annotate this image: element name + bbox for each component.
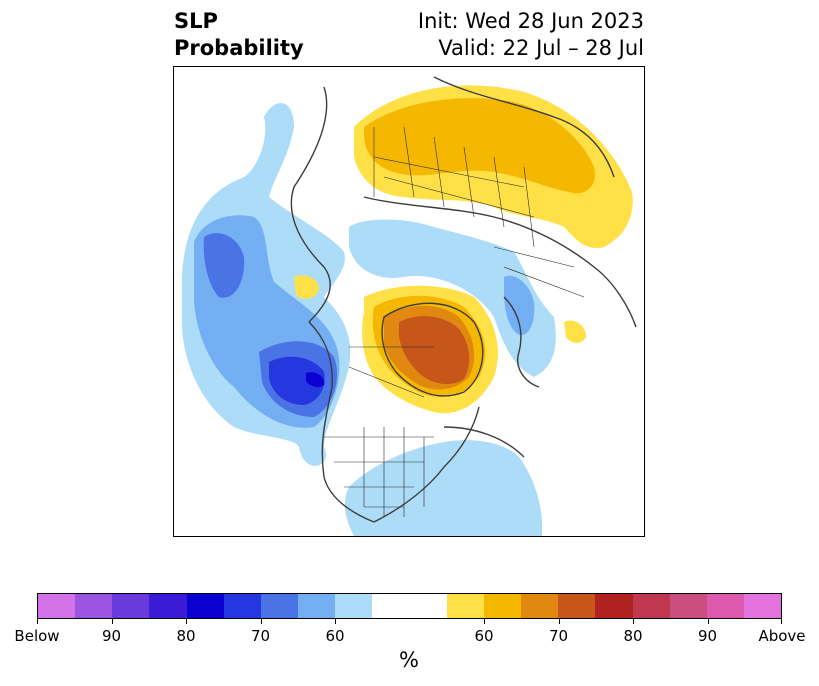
colorbar-swatch [260, 594, 299, 618]
colorbar-unit: % [399, 648, 419, 672]
title-right: Init: Wed 28 Jun 2023 Valid: 22 Jul – 28… [418, 8, 644, 62]
political-borders [324, 126, 585, 517]
colorbar-tick-label: 90 [101, 627, 122, 645]
valid-range: Valid: 22 Jul – 28 Jul [438, 36, 644, 60]
above-60-europe [564, 320, 586, 343]
colorbar-tick-label: 60 [474, 627, 494, 645]
colorbar-tick-label: 60 [325, 627, 345, 645]
colorbar-tick [260, 619, 262, 624]
colorbar-tick [111, 619, 113, 624]
colorbar-swatch [743, 594, 782, 618]
init-date: Init: Wed 28 Jun 2023 [417, 9, 644, 33]
colorbar-tick [707, 619, 709, 624]
colorbar-swatch [446, 594, 484, 618]
above-60-alaska-west [294, 275, 319, 299]
colorbar-tick [186, 619, 187, 624]
below-65-europe [504, 275, 535, 336]
colorbar-tick [335, 619, 336, 624]
colorbar-tick-label: 90 [697, 627, 718, 645]
below-60-atlantic [344, 440, 543, 536]
below-70-pacific-north [203, 233, 245, 298]
colorbar-swatch [298, 594, 336, 618]
above-65-siberia [364, 98, 595, 194]
colorbar [37, 593, 782, 619]
title-product: Probability [174, 36, 304, 60]
colorbar-swatch [149, 594, 187, 618]
colorbar-swatch [558, 594, 596, 618]
below-75-pacific [269, 356, 325, 405]
colorbar-tick [558, 619, 560, 624]
title-left: SLP Probability [174, 8, 304, 62]
colorbar-tick [37, 619, 38, 624]
colorbar-tick-label: 80 [176, 627, 196, 645]
colorbar-tick-label: 70 [548, 627, 569, 645]
colorbar-swatch [335, 594, 373, 618]
above-75-greenland [399, 316, 470, 385]
colorbar-tick [781, 619, 782, 624]
colorbar-swatch [112, 594, 150, 618]
colorbar-swatch [706, 594, 744, 618]
colorbar-swatch [483, 594, 522, 618]
colorbar-tick [633, 619, 634, 624]
title-variable: SLP [174, 9, 218, 33]
colorbar-tick-label: 70 [250, 627, 271, 645]
coastlines [290, 76, 637, 523]
colorbar-tick [484, 619, 485, 624]
probability-map [182, 76, 637, 536]
colorbar-tick-label: Above [758, 627, 806, 645]
colorbar-swatch [38, 594, 76, 618]
colorbar-swatch [372, 594, 410, 618]
colorbar-tick-label: 80 [623, 627, 643, 645]
below-60-arctic [349, 219, 556, 377]
colorbar-swatch [521, 594, 559, 618]
colorbar-swatch [186, 594, 224, 618]
colorbar-ticks [37, 619, 782, 627]
colorbar-swatch [632, 594, 670, 618]
colorbar-tick-label: Below [14, 627, 60, 645]
colorbar-swatch [595, 594, 633, 618]
below-80-core [306, 372, 325, 388]
map-panel [173, 66, 645, 537]
colorbar-swatch [669, 594, 707, 618]
colorbar-swatch [409, 594, 447, 618]
colorbar-swatch [223, 594, 261, 618]
colorbar-swatch [75, 594, 113, 618]
